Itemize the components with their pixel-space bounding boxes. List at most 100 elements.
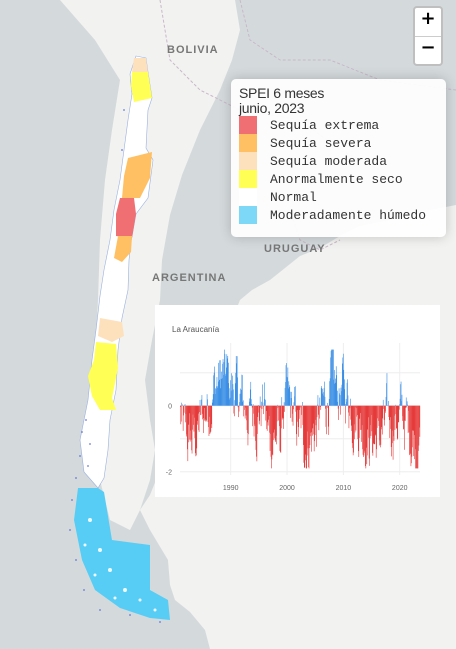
spei-bar <box>235 356 237 406</box>
spei-bar <box>253 405 254 414</box>
spei-bar <box>398 405 400 423</box>
spei-bar <box>216 386 217 406</box>
spei-bar <box>414 405 415 460</box>
spei-bar <box>369 405 370 466</box>
spei-bar <box>181 404 183 406</box>
zoom-in-button[interactable]: + <box>415 8 441 37</box>
spei-bar <box>243 405 245 417</box>
spei-bar <box>332 349 334 406</box>
spei-bar <box>180 405 182 422</box>
spei-bar <box>189 405 191 442</box>
spei-bar <box>207 405 209 422</box>
spei-bar <box>330 350 332 406</box>
spei-bar <box>409 405 411 455</box>
spei-bar <box>292 405 293 414</box>
spei-bar <box>197 405 199 414</box>
spei-bar <box>191 405 192 451</box>
spei-bar <box>338 388 340 406</box>
spei-bar <box>221 378 223 406</box>
spei-bar <box>205 405 206 422</box>
spei-bar <box>264 382 265 406</box>
spei-bar <box>270 405 272 457</box>
spei-bar <box>272 405 273 455</box>
spei-bar <box>361 405 362 442</box>
spei-bar <box>352 405 354 456</box>
spei-bar <box>262 402 264 406</box>
spei-bar <box>324 381 325 406</box>
spei-bar <box>334 370 335 406</box>
spei-bar <box>207 399 208 406</box>
spei-bar <box>214 393 216 406</box>
spei-bar <box>289 387 291 406</box>
spei-bar <box>396 405 398 429</box>
spei-bar <box>249 389 251 406</box>
spei-bar <box>218 362 219 406</box>
spei-bar <box>201 395 203 406</box>
spei-bar <box>186 405 188 435</box>
spei-bar <box>238 405 240 412</box>
spei-bar <box>200 405 202 415</box>
spei-bar <box>369 405 371 439</box>
spei-bar <box>226 358 228 406</box>
spei-bar <box>265 405 267 412</box>
spei-bar <box>187 405 189 462</box>
spei-bar <box>338 405 339 420</box>
spei-bar <box>195 405 196 454</box>
spei-bar <box>344 379 345 406</box>
region-anormalmente-seco-north <box>131 72 152 102</box>
spei-bar <box>366 405 368 465</box>
spei-bar <box>402 405 404 417</box>
spei-bar <box>303 405 305 469</box>
spei-bar <box>188 405 190 414</box>
spei-bar <box>222 359 224 406</box>
spei-bar <box>292 405 294 426</box>
spei-bar <box>376 405 378 428</box>
spei-bar <box>289 391 291 406</box>
bolivia-label: BOLIVIA <box>167 44 219 56</box>
spei-bar <box>359 405 361 414</box>
spei-bar <box>213 375 214 406</box>
spei-bar <box>210 405 212 432</box>
spei-bar <box>254 405 255 425</box>
legend-label: Sequía extrema <box>270 117 380 133</box>
spei-bar <box>383 405 384 409</box>
spei-bar <box>271 405 273 460</box>
spei-bar <box>305 405 307 469</box>
spei-bar <box>389 405 391 438</box>
zoom-out-button[interactable]: − <box>420 37 436 58</box>
legend-item: Sequía severa <box>239 134 438 152</box>
spei-bar <box>407 405 409 433</box>
spei-bar <box>304 405 306 461</box>
x-tick-label: 2010 <box>336 485 352 492</box>
spei-bar <box>388 405 390 417</box>
spei-bar <box>212 399 214 406</box>
spei-bar <box>234 383 236 406</box>
spei-bar <box>183 405 184 416</box>
spei-bar <box>201 399 202 406</box>
spei-bar <box>269 405 271 451</box>
spei-bar <box>368 405 370 459</box>
spei-bar <box>212 394 214 406</box>
spei-bar <box>265 399 266 406</box>
spei-bar <box>418 405 420 446</box>
spei-bar <box>335 366 337 406</box>
spei-bar <box>416 405 418 469</box>
spei-bar <box>323 395 324 406</box>
spei-bar <box>282 405 284 418</box>
spei-bar <box>286 376 288 406</box>
spei-bar <box>300 405 302 429</box>
spei-bar <box>365 405 367 448</box>
spei-bar <box>240 388 241 406</box>
spei-bar <box>184 405 185 406</box>
spei-bar <box>319 405 321 407</box>
zoom-control: + − <box>413 6 443 66</box>
x-tick-label: 1990 <box>223 485 239 492</box>
spei-bar <box>333 349 334 406</box>
legend-item: Sequía extrema <box>239 116 438 134</box>
spei-bar <box>256 405 258 462</box>
spei-bar <box>193 405 195 432</box>
spei-bar <box>288 388 289 406</box>
spei-bar <box>208 405 210 436</box>
legend-subtitle: junio, 2023 <box>239 100 305 116</box>
spei-bar <box>186 405 187 437</box>
